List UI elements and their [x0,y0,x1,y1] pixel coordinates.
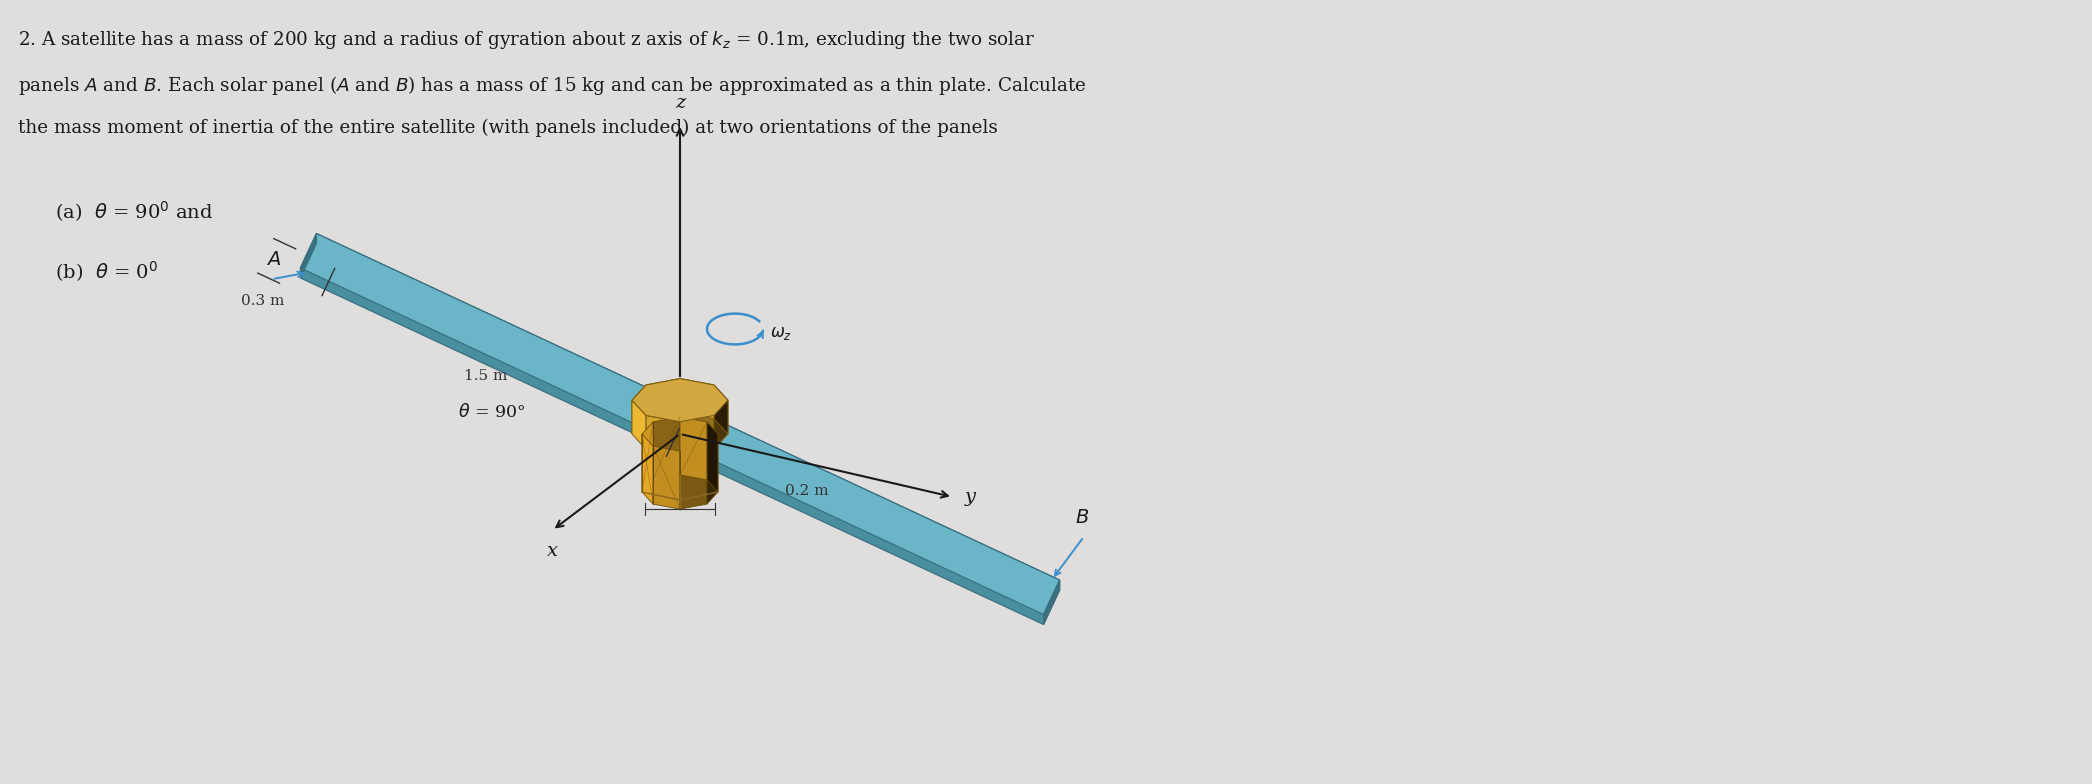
Polygon shape [646,416,680,456]
Polygon shape [707,434,718,504]
Polygon shape [316,234,661,404]
Polygon shape [713,385,728,434]
Text: panels $A$ and $B$. Each solar panel ($A$ and $B$) has a mass of 15 kg and can b: panels $A$ and $B$. Each solar panel ($A… [19,74,1086,97]
Polygon shape [680,379,713,419]
Text: 0.3 m: 0.3 m [241,294,285,307]
Text: 0.2 m: 0.2 m [784,484,828,498]
Polygon shape [1044,580,1061,625]
Polygon shape [653,446,680,509]
Text: $\theta$ = 90°: $\theta$ = 90° [458,403,525,421]
Polygon shape [707,422,718,492]
Polygon shape [653,417,680,480]
Polygon shape [301,234,661,429]
Polygon shape [699,430,1061,625]
Polygon shape [713,400,728,449]
Text: 2. A satellite has a mass of 200 kg and a radius of gyration about z axis of $k_: 2. A satellite has a mass of 200 kg and … [19,29,1036,51]
Text: $\omega_z$: $\omega_z$ [770,325,793,343]
Polygon shape [699,419,715,464]
Text: the mass moment of inertia of the entire satellite (with panels included) at two: the mass moment of inertia of the entire… [19,119,998,137]
Polygon shape [644,394,661,438]
Polygon shape [632,385,646,434]
Text: $B$: $B$ [1075,509,1090,527]
Text: z: z [676,94,684,112]
Text: (a)  $\theta$ = 90$^0$ and: (a) $\theta$ = 90$^0$ and [54,199,213,223]
Polygon shape [642,434,653,504]
Polygon shape [680,416,713,456]
Text: (b)  $\theta$ = 0$^0$: (b) $\theta$ = 0$^0$ [54,259,159,284]
Polygon shape [646,379,680,419]
Text: x: x [548,543,559,561]
Text: 1.5 m: 1.5 m [464,369,506,383]
Polygon shape [301,234,316,278]
Polygon shape [680,446,707,509]
Polygon shape [642,422,653,492]
Polygon shape [632,400,646,449]
Polygon shape [301,244,661,438]
Text: y: y [964,488,975,506]
Polygon shape [715,419,1061,590]
Text: $A$: $A$ [266,251,280,269]
Polygon shape [632,379,728,422]
Polygon shape [699,419,1061,615]
Polygon shape [680,417,707,480]
